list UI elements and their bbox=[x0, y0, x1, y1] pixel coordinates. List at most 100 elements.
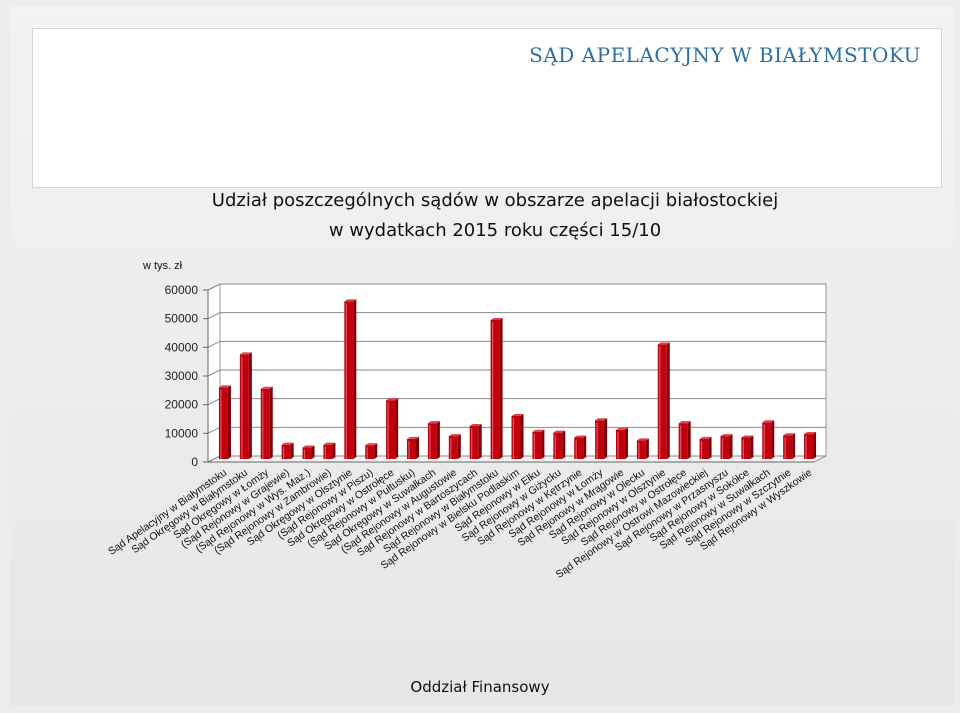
bar-top bbox=[281, 442, 294, 445]
bar-front bbox=[218, 387, 228, 459]
chart-title-line2: w wydatkach 2015 roku części 15/10 bbox=[328, 220, 662, 241]
bar-side bbox=[269, 386, 273, 459]
bar-top bbox=[678, 421, 691, 424]
bar bbox=[302, 445, 315, 459]
bar bbox=[239, 352, 252, 459]
gridline bbox=[207, 340, 826, 348]
bar-front bbox=[407, 438, 417, 459]
bar bbox=[678, 421, 691, 459]
bar bbox=[762, 420, 775, 459]
bar bbox=[657, 342, 670, 459]
bar-side bbox=[520, 414, 524, 459]
bar-top bbox=[469, 424, 482, 427]
bar-side bbox=[645, 438, 649, 459]
bar bbox=[804, 432, 817, 459]
bar-side bbox=[436, 421, 440, 459]
bar-front bbox=[595, 420, 605, 459]
bar bbox=[323, 442, 336, 459]
bar-front bbox=[699, 438, 709, 459]
bar bbox=[595, 418, 608, 459]
bar-front bbox=[469, 426, 479, 459]
bar bbox=[532, 429, 545, 459]
bar-top bbox=[323, 442, 336, 445]
chart-title-line1: Udział poszczególnych sądów w obszarze a… bbox=[211, 190, 779, 211]
bar-top bbox=[386, 398, 399, 401]
y-axis-unit-label: w tys. zł bbox=[143, 260, 183, 272]
bar bbox=[574, 435, 587, 459]
bar-front bbox=[804, 434, 814, 459]
bar-top bbox=[804, 432, 817, 435]
bar-top bbox=[260, 386, 273, 389]
bar-front bbox=[302, 447, 312, 459]
gridline bbox=[207, 283, 826, 291]
y-tick-label: 40000 bbox=[165, 340, 199, 354]
bar bbox=[511, 414, 524, 459]
bar-front bbox=[574, 437, 584, 459]
bar-side bbox=[750, 435, 754, 459]
bar-side bbox=[290, 442, 294, 459]
bar-top bbox=[615, 427, 628, 430]
y-tick-label: 30000 bbox=[165, 369, 199, 383]
bar-front bbox=[365, 445, 375, 459]
bar-side bbox=[395, 398, 399, 459]
axes: 0 10000 20000 30000 40000 50000 60000 bbox=[165, 283, 814, 469]
bar bbox=[783, 433, 796, 459]
bar-side bbox=[624, 427, 628, 459]
bar-front bbox=[762, 422, 772, 459]
bar bbox=[260, 386, 273, 459]
bar-front bbox=[386, 400, 396, 459]
bar-front bbox=[260, 388, 270, 459]
footer-text: Oddział Finansowy bbox=[410, 678, 550, 696]
bar-top bbox=[239, 352, 252, 355]
bar-side bbox=[311, 445, 315, 459]
bar-top bbox=[762, 420, 775, 423]
bar-side bbox=[353, 299, 357, 459]
bar bbox=[741, 435, 754, 459]
bar-top bbox=[720, 434, 733, 437]
bar bbox=[344, 299, 357, 459]
bar bbox=[281, 442, 294, 459]
y-tick-label: 10000 bbox=[165, 426, 199, 440]
bar-side bbox=[541, 429, 545, 459]
bar bbox=[615, 427, 628, 459]
bar bbox=[407, 436, 420, 459]
bar bbox=[365, 443, 378, 459]
bar-top bbox=[699, 436, 712, 439]
bar-top bbox=[657, 342, 670, 345]
bar bbox=[490, 317, 503, 459]
bar-front bbox=[783, 435, 793, 459]
bar-side bbox=[562, 430, 566, 459]
bar-front bbox=[657, 344, 667, 459]
bar-side bbox=[374, 443, 378, 459]
header-bar: SĄD APELACYJNY W BIAŁYMSTOKU bbox=[32, 28, 942, 188]
bar-front bbox=[553, 432, 563, 459]
chart-title: Udział poszczególnych sądów w obszarze a… bbox=[180, 186, 810, 246]
bar-side bbox=[666, 342, 670, 459]
bar-front bbox=[636, 440, 646, 459]
bar-top bbox=[741, 435, 754, 438]
bar-side bbox=[771, 420, 775, 459]
bar-top bbox=[532, 429, 545, 432]
bar-front bbox=[323, 444, 333, 459]
bar-side bbox=[332, 442, 336, 459]
bar-top bbox=[427, 421, 440, 424]
bar-side bbox=[729, 434, 733, 459]
bar bbox=[553, 430, 566, 459]
bar-side bbox=[457, 434, 461, 459]
bar-side bbox=[708, 436, 712, 459]
bar-front bbox=[344, 301, 354, 459]
bar bbox=[699, 436, 712, 459]
bar bbox=[720, 434, 733, 459]
bar-side bbox=[499, 317, 503, 459]
bar-top bbox=[365, 443, 378, 446]
bar-front bbox=[741, 437, 751, 459]
bar-top bbox=[490, 317, 503, 320]
bar-side bbox=[792, 433, 796, 459]
bar bbox=[469, 424, 482, 459]
bar-top bbox=[595, 418, 608, 421]
bar-front bbox=[720, 436, 730, 459]
y-tick-label: 60000 bbox=[165, 283, 199, 297]
bar-top bbox=[302, 445, 315, 448]
